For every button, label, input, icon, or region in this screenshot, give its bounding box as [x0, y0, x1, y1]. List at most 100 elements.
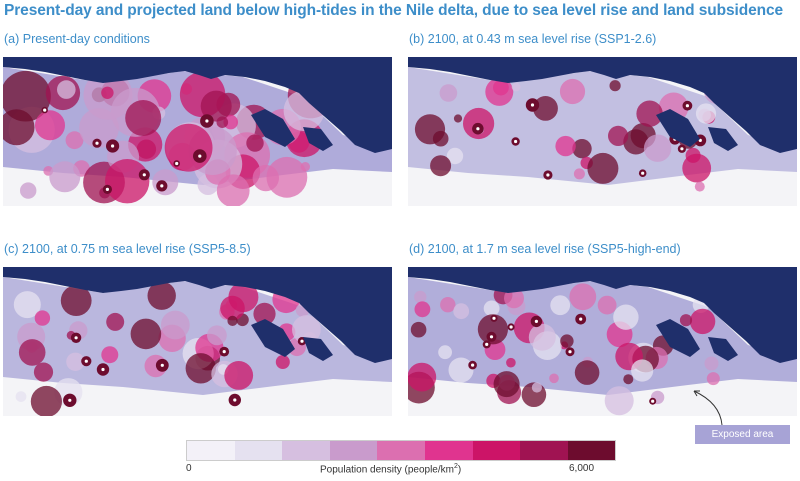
population-patch [439, 84, 458, 102]
lagoon [251, 319, 295, 357]
city-hotspot-center [300, 339, 304, 343]
population-patch [679, 314, 693, 327]
panel-label-b: (b) 2100, at 0.43 m sea level rise (SSP1… [409, 32, 657, 46]
population-patch [49, 161, 81, 193]
population-patch [597, 295, 617, 315]
population-patch [706, 372, 720, 386]
population-patch [3, 70, 51, 122]
population-patch [57, 80, 76, 99]
city-hotspot-center [485, 342, 489, 346]
city-hotspot-center [105, 187, 109, 191]
population-patch [560, 334, 574, 348]
city-hotspot-center [43, 108, 47, 112]
legend-swatch [329, 441, 378, 460]
population-patch [18, 339, 46, 366]
population-patch [572, 139, 592, 159]
population-patch [60, 285, 92, 316]
lagoon [708, 337, 738, 361]
city-hotspot-center [530, 103, 535, 107]
mediterranean-sea [3, 57, 392, 153]
city-hotspot-center [111, 144, 115, 148]
city-hotspot-center [68, 398, 72, 402]
population-patch [636, 100, 663, 127]
population-patch [613, 304, 639, 330]
population-patch [160, 310, 190, 340]
lagoon [708, 127, 738, 151]
population-patch [101, 346, 119, 364]
population-patch [147, 281, 176, 310]
panel-label-d: (d) 2100, at 1.7 m sea level rise (SSP5-… [409, 242, 681, 256]
population-patch [569, 283, 597, 311]
legend-swatch [472, 441, 521, 460]
population-patch [493, 371, 520, 398]
population-patch [275, 355, 290, 369]
population-patch [3, 109, 35, 146]
city-hotspot-center [74, 336, 78, 340]
legend-swatch [187, 441, 235, 460]
city-hotspot-center [698, 138, 702, 142]
population-patch [292, 315, 321, 344]
population-patch [246, 134, 264, 152]
lagoon [251, 109, 295, 147]
lagoon [303, 127, 333, 151]
mediterranean-sea [408, 267, 797, 363]
population-patch [453, 303, 470, 320]
population-patch [695, 103, 717, 124]
population-patch [477, 314, 508, 345]
city-hotspot-center [222, 350, 226, 354]
population-patch [573, 168, 585, 180]
population-patch [689, 308, 716, 335]
population-patch [227, 315, 238, 326]
population-patch [223, 114, 238, 130]
population-patch [448, 357, 474, 383]
legend-title: Population density (people/km2) [320, 463, 462, 476]
population-patch [430, 155, 452, 177]
population-patch [33, 362, 54, 382]
city-hotspot-center [95, 141, 99, 145]
population-patch [253, 302, 276, 325]
city-hotspot-center [84, 359, 88, 363]
population-patch [105, 159, 150, 204]
city-hotspot-center [476, 127, 480, 131]
legend-max-label: 6,000 [569, 463, 595, 474]
population-patch [559, 78, 586, 105]
city-hotspot-center [514, 139, 518, 144]
population-patch [704, 356, 719, 371]
population-patch [623, 374, 634, 385]
population-patch [164, 123, 213, 172]
population-patch [511, 82, 521, 92]
population-patch [438, 345, 452, 360]
population-patch [125, 100, 162, 136]
population-patch [440, 297, 456, 313]
city-hotspot-center [471, 363, 475, 367]
population-patch [15, 391, 27, 402]
population-patch [550, 295, 571, 316]
city-hotspot-center [142, 173, 146, 177]
city-hotspot-center [651, 399, 655, 403]
population-patch [185, 353, 216, 384]
map-panel-a [3, 57, 392, 206]
population-patch [266, 156, 308, 198]
population-patch [224, 361, 254, 390]
population-patch [414, 301, 431, 318]
population-patch [685, 147, 701, 163]
population-patch [574, 360, 600, 385]
city-hotspot-center [509, 325, 513, 329]
population-patch [130, 318, 162, 350]
population-patch [504, 288, 524, 309]
population-patch [414, 114, 446, 145]
legend-swatch [282, 441, 330, 460]
city-hotspot-center [198, 154, 202, 158]
city-hotspot-center [546, 173, 550, 177]
population-patch [20, 182, 37, 199]
population-patch [604, 386, 634, 416]
population-patch [207, 325, 227, 346]
figure-title: Present-day and projected land below hig… [4, 2, 784, 19]
population-patch [533, 96, 558, 121]
population-patch [65, 131, 84, 150]
population-patch [531, 382, 542, 393]
population-patch [608, 125, 629, 146]
legend-swatch [567, 441, 616, 460]
city-hotspot-center [160, 363, 164, 367]
panel-label-a: (a) Present-day conditions [4, 32, 150, 46]
